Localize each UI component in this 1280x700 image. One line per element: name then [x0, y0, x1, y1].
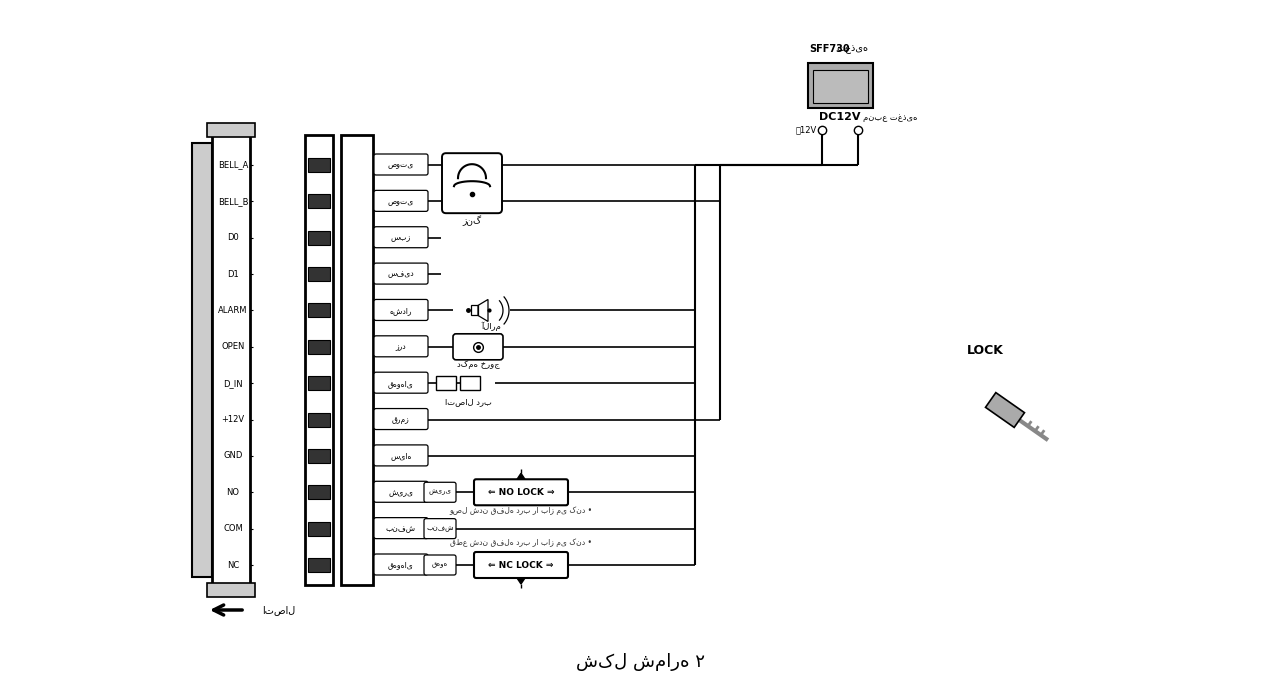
Text: زنگ: زنگ [462, 216, 481, 227]
Text: وصل شدن قفله درب را باز می کند •: وصل شدن قفله درب را باز می کند • [449, 506, 593, 514]
Bar [192, 143, 212, 577]
Text: BELL_B: BELL_B [218, 197, 248, 206]
FancyBboxPatch shape [374, 445, 428, 466]
FancyBboxPatch shape [374, 554, 428, 575]
FancyBboxPatch shape [374, 154, 428, 175]
FancyBboxPatch shape [474, 480, 568, 505]
Text: قرمز: قرمز [392, 415, 410, 424]
Text: صوتی: صوتی [388, 197, 415, 206]
FancyBboxPatch shape [424, 482, 456, 503]
Text: SFF730: SFF730 [810, 43, 850, 53]
Text: سبز: سبز [390, 233, 411, 242]
Bar [305, 135, 333, 585]
Bar [212, 135, 250, 585]
Bar [308, 195, 330, 209]
Text: شکل شماره ۲: شکل شماره ۲ [576, 653, 704, 671]
Text: LOCK: LOCK [966, 344, 1004, 356]
Bar [308, 158, 330, 172]
Bar [308, 376, 330, 390]
Bar [460, 376, 480, 390]
Text: بنفش: بنفش [426, 526, 454, 531]
FancyBboxPatch shape [424, 555, 456, 575]
Bar [308, 449, 330, 463]
Polygon shape [517, 473, 525, 480]
Text: هشدار: هشدار [389, 306, 412, 315]
FancyBboxPatch shape [453, 334, 503, 360]
Polygon shape [517, 578, 525, 584]
Text: قطع شدن قفله درب را باز می کند •: قطع شدن قفله درب را باز می کند • [451, 538, 591, 547]
Text: اتصال درب: اتصال درب [444, 397, 492, 406]
Text: شیری: شیری [429, 489, 452, 496]
Bar [813, 69, 868, 102]
Bar [340, 135, 372, 585]
FancyBboxPatch shape [474, 552, 568, 578]
Text: اتصال: اتصال [262, 605, 296, 615]
FancyBboxPatch shape [374, 190, 428, 211]
Text: زرد: زرد [396, 342, 406, 351]
Text: DC12V: DC12V [819, 113, 860, 122]
Bar [308, 485, 330, 499]
FancyBboxPatch shape [374, 263, 428, 284]
Bar [308, 231, 330, 245]
Text: ⇐ NO LOCK ⇒: ⇐ NO LOCK ⇒ [488, 488, 554, 497]
Text: ⓪12V: ⓪12V [796, 125, 817, 134]
Bar [808, 62, 873, 108]
Text: D0: D0 [227, 233, 239, 242]
FancyBboxPatch shape [374, 409, 428, 430]
Bar [308, 522, 330, 536]
Bar [207, 583, 255, 597]
Text: OPEN: OPEN [221, 342, 244, 351]
Bar [207, 123, 255, 137]
Text: شیری: شیری [389, 488, 413, 497]
Bar [436, 376, 456, 390]
Text: BELL_A: BELL_A [218, 160, 248, 169]
Text: +12V: +12V [221, 415, 244, 424]
FancyBboxPatch shape [374, 300, 428, 321]
FancyBboxPatch shape [374, 482, 428, 503]
Text: NO: NO [227, 488, 239, 497]
Text: NC: NC [227, 561, 239, 570]
Text: ⇐ NC LOCK ⇒: ⇐ NC LOCK ⇒ [488, 561, 554, 570]
Text: بنفش: بنفش [387, 524, 416, 533]
Text: صوتی: صوتی [388, 160, 415, 169]
Bar [308, 558, 330, 572]
Bar [308, 412, 330, 426]
FancyBboxPatch shape [374, 372, 428, 393]
Bar [308, 340, 330, 354]
Text: ALARM: ALARM [219, 306, 248, 315]
FancyBboxPatch shape [442, 153, 502, 214]
Text: قهوهای: قهوهای [388, 561, 413, 570]
Bar [308, 304, 330, 318]
FancyBboxPatch shape [424, 519, 456, 538]
Text: دکمه خروج: دکمه خروج [457, 360, 499, 370]
Text: D1: D1 [227, 270, 239, 279]
FancyBboxPatch shape [374, 517, 428, 538]
Text: قهوهای: قهوهای [388, 379, 413, 388]
Text: آلارم: آلارم [481, 322, 500, 331]
Text: سیاه: سیاه [390, 452, 412, 461]
Text: GND: GND [223, 452, 243, 461]
Text: D_IN: D_IN [223, 379, 243, 388]
Text: سفید: سفید [388, 270, 415, 279]
FancyBboxPatch shape [374, 227, 428, 248]
Text: قهوه: قهوه [431, 562, 448, 568]
Text: COM: COM [223, 524, 243, 533]
FancyBboxPatch shape [374, 336, 428, 357]
Text: منبع تغذیه: منبع تغذیه [863, 113, 918, 122]
Text: تغذیه: تغذیه [836, 43, 868, 53]
Bar [471, 305, 477, 316]
Bar [308, 267, 330, 281]
Polygon shape [986, 393, 1024, 428]
